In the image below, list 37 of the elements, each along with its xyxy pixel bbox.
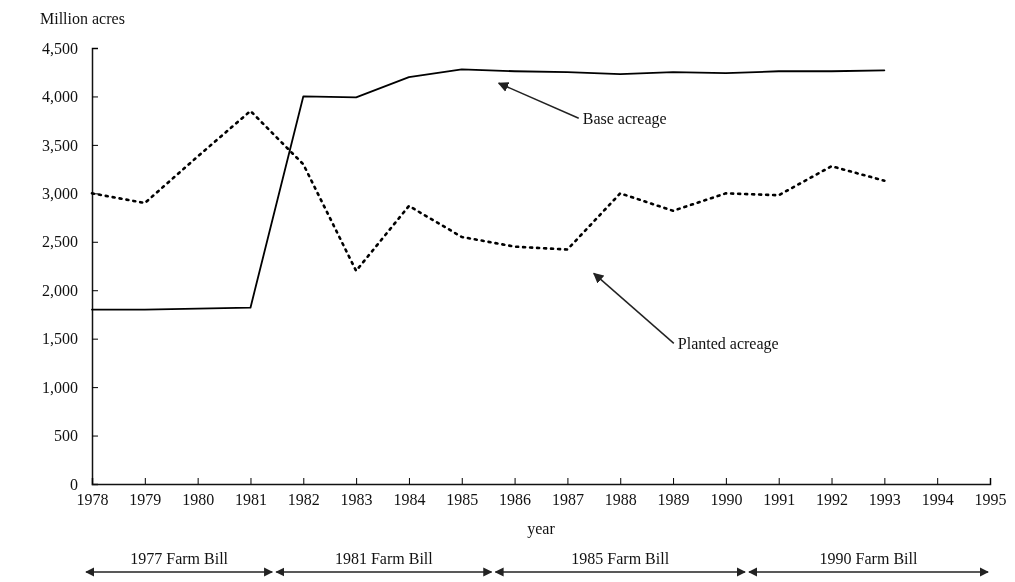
x-tick-label: 1989 bbox=[657, 491, 690, 509]
x-tick-label: 1986 bbox=[499, 491, 532, 509]
x-tick-label: 1990 bbox=[710, 491, 743, 509]
y-tick-label: 3,000 bbox=[42, 184, 78, 202]
x-tick-label: 1982 bbox=[287, 491, 320, 509]
line-series bbox=[91, 68, 886, 311]
y-tick-label: 2,000 bbox=[42, 281, 78, 299]
x-tick-label: 1983 bbox=[340, 491, 373, 509]
y-axis-title: Million acres bbox=[40, 10, 125, 27]
x-tick-label: 1981 bbox=[234, 491, 267, 509]
x-tick-label: 1978 bbox=[76, 491, 109, 509]
text: 1990 Farm Bill bbox=[819, 550, 918, 567]
y-tick-label: 0 bbox=[70, 475, 78, 493]
text: 1981 Farm Bill bbox=[334, 550, 434, 567]
x-tick-label: 1987 bbox=[551, 491, 584, 509]
x-tick-label: 1984 bbox=[393, 491, 426, 509]
y-tick-label: 500 bbox=[54, 427, 78, 445]
x-tick-label: 1985 bbox=[446, 491, 479, 509]
x-tick-label: 1995 bbox=[974, 491, 1007, 509]
text: 1977 Farm Bill bbox=[130, 550, 229, 567]
y-tick-label: 4,000 bbox=[42, 88, 78, 106]
text: 1985 Farm Bill bbox=[571, 550, 670, 567]
text: Base acreage bbox=[582, 110, 667, 129]
y-tick-label: 1,000 bbox=[42, 378, 78, 396]
y-tick-label: 2,500 bbox=[42, 233, 78, 251]
text: Planted acreage bbox=[677, 335, 779, 354]
y-tick-label: 4,500 bbox=[42, 39, 78, 57]
x-tick-label: 1988 bbox=[604, 491, 637, 509]
y-tick-label: 3,500 bbox=[42, 136, 78, 154]
x-axis-title: year bbox=[527, 520, 556, 538]
x-tick-label: 1980 bbox=[182, 491, 215, 509]
x-tick-label: 1992 bbox=[816, 491, 849, 509]
y-tick-label: 1,500 bbox=[42, 330, 78, 348]
x-tick-label: 1991 bbox=[763, 491, 796, 509]
x-tick-label: 1993 bbox=[868, 491, 901, 509]
x-tick-label: 1994 bbox=[921, 491, 954, 509]
x-tick-label: 1979 bbox=[129, 491, 162, 509]
